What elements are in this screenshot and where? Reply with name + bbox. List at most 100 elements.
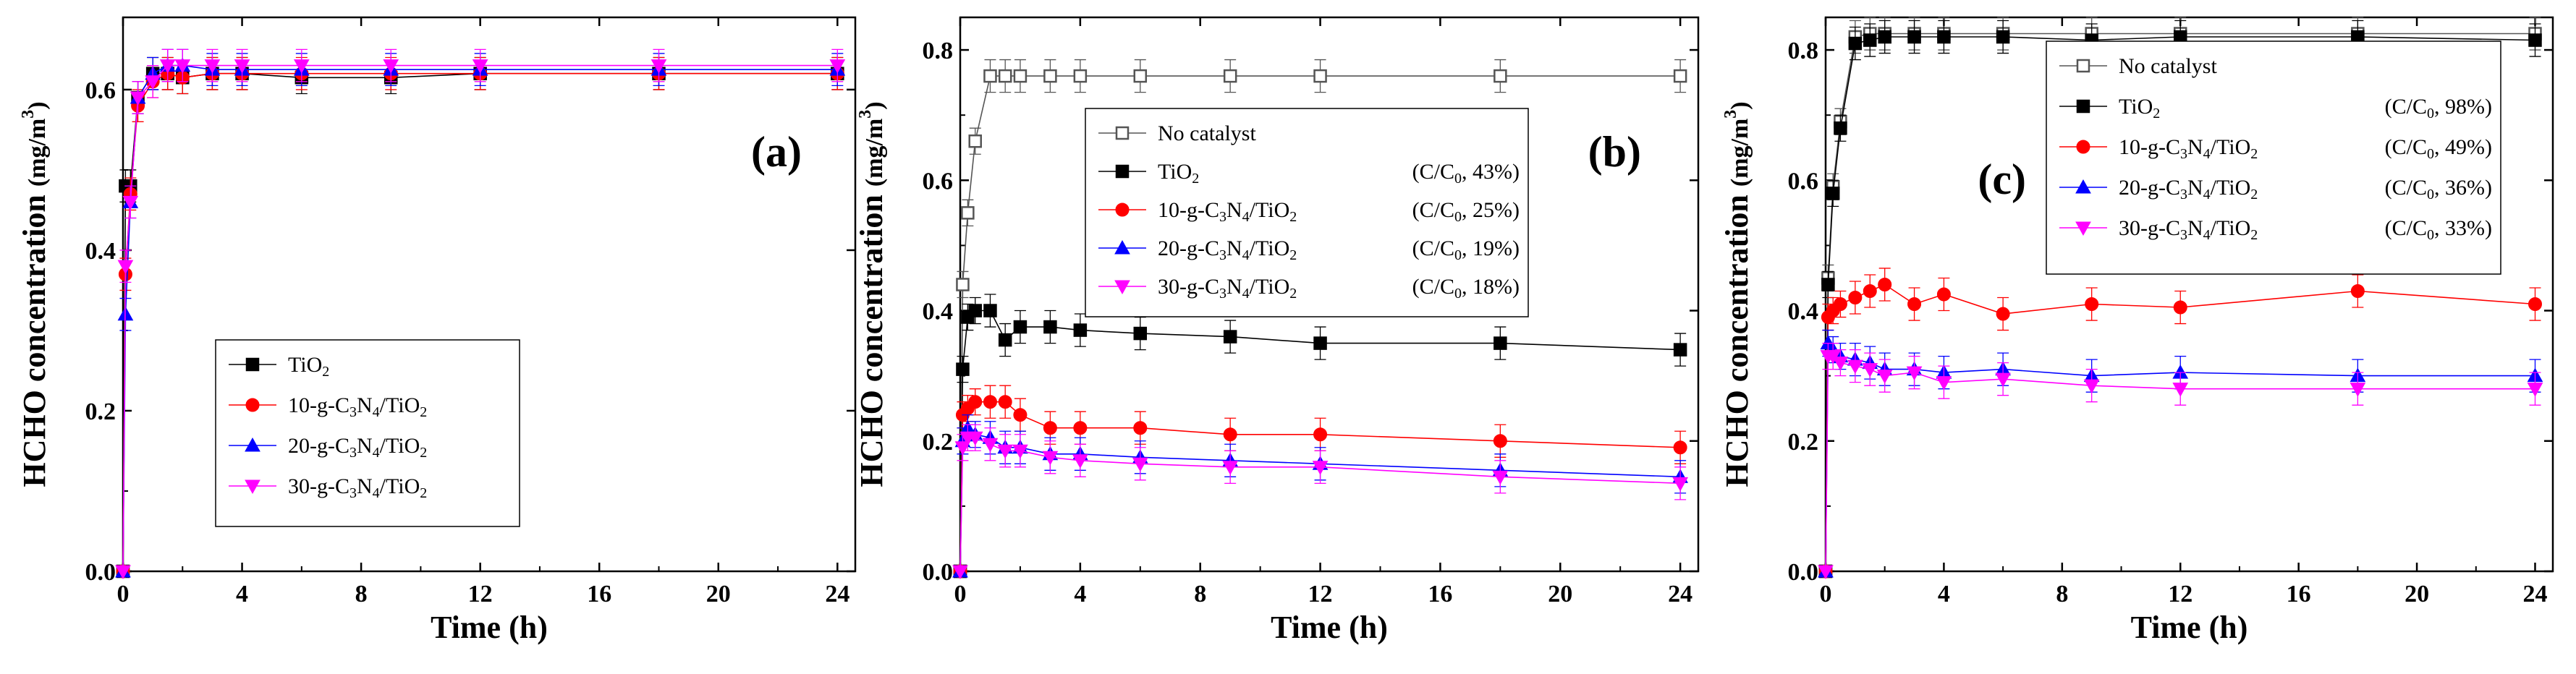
data-point	[998, 333, 1012, 347]
data-point	[1492, 470, 1509, 485]
series-line	[1825, 283, 2535, 572]
x-tick-label: 8	[1194, 581, 1206, 607]
y-tick-label: 0.8	[1788, 38, 1819, 64]
plot-frame	[1824, 16, 2554, 573]
panel-label: (c)	[1978, 155, 2026, 203]
legend-box	[2046, 40, 2501, 275]
data-point	[983, 395, 997, 409]
data-point	[1013, 320, 1028, 334]
legend-box	[215, 339, 520, 527]
y-tick-label: 0.6	[1788, 168, 1819, 195]
data-point	[145, 75, 161, 90]
legend: No catalyst TiO2 (C/C0, 98%) 10-g-C3N4/TiO2…	[2046, 40, 2501, 275]
x-tick-label: 4	[236, 581, 248, 607]
panel-c: 0 4 8 12 16 20 24 0.0 0.2 0.4 0.6 0.8 Time (h) HCHO c…	[1719, 16, 2554, 645]
y-tick-label: 0.4	[923, 299, 954, 325]
x-axis-title: Time (h)	[2131, 610, 2248, 645]
x-tick-label: 4	[1938, 581, 1950, 607]
legend-item-30-g-c3n4-tio2: 30-g-C3N4/TiO2	[229, 474, 427, 501]
data-point	[1995, 372, 2011, 388]
data-point	[1936, 376, 1952, 391]
y-axis-title: HCHO concentration (mg/m3)	[17, 101, 52, 487]
legend-label: 30-g-C3N4/TiO2	[2119, 216, 2258, 243]
data-point	[1847, 359, 1863, 375]
data-point	[651, 59, 667, 74]
data-point	[1042, 451, 1059, 466]
data-point	[204, 59, 221, 74]
legend-item-30-g-c3n4-tio2: 30-g-C3N4/TiO2 (C/C0, 33%)	[2059, 216, 2492, 243]
legend-ratio: (C/C0, 49%)	[2385, 135, 2492, 162]
legend-label: No catalyst	[1158, 121, 1256, 145]
legend-ratio: (C/C0, 43%)	[1412, 160, 1520, 187]
data-point	[956, 362, 970, 376]
data-point	[982, 438, 999, 453]
legend-marker	[245, 437, 260, 452]
data-point	[1493, 434, 1507, 448]
data-point	[2173, 300, 2187, 315]
data-point	[1132, 457, 1148, 472]
legend-item-no-catalyst: No catalyst	[2059, 54, 2217, 78]
y-tick-label: 0.4	[85, 238, 116, 265]
data-point	[1834, 121, 1847, 135]
data-point	[998, 395, 1012, 409]
legend-item-tio2: TiO2 (C/C0, 98%)	[2059, 95, 2492, 121]
data-point	[829, 59, 846, 74]
data-point	[1848, 291, 1863, 305]
data-point	[234, 59, 250, 74]
data-point	[1313, 69, 1327, 83]
legend-label: TiO2	[2119, 95, 2160, 121]
data-point	[2085, 297, 2099, 312]
data-point	[1878, 30, 1891, 44]
x-tick-label: 0	[1820, 581, 1832, 607]
panel-a: 0 4 8 12 16 20 24 0.0 0.2 0.4 0.6 Time (h) HCHO conc…	[17, 16, 857, 645]
legend-marker	[1114, 239, 1130, 255]
x-tick-label: 8	[355, 581, 368, 607]
data-point	[1826, 187, 1840, 200]
legend-ratio: (C/C0, 33%)	[2385, 216, 2492, 243]
data-point	[1876, 370, 1893, 384]
panel-label: (a)	[751, 128, 802, 176]
legend-marker	[2075, 179, 2091, 194]
legend-ratio: (C/C0, 25%)	[1412, 198, 1520, 225]
data-point	[1133, 69, 1148, 83]
data-point	[956, 278, 970, 291]
y-tick-label: 0.4	[1788, 299, 1819, 325]
data-point	[1043, 320, 1057, 334]
data-point	[1906, 366, 1923, 381]
x-tick-label: 0	[117, 581, 130, 607]
y-tick-label: 0.8	[923, 38, 954, 64]
legend-ratio: (C/C0, 98%)	[2385, 95, 2492, 121]
x-tick-label: 24	[2522, 581, 2547, 607]
data-point	[1073, 421, 1088, 435]
data-point	[1937, 30, 1951, 44]
data-point	[1878, 277, 1892, 291]
data-point	[293, 59, 310, 74]
data-point	[1818, 565, 1834, 580]
data-point	[1494, 336, 1507, 350]
data-point	[2528, 297, 2542, 312]
data-point	[1012, 444, 1028, 459]
series-line	[959, 75, 1681, 572]
legend-item-10-g-c3n4-tio2: 10-g-C3N4/TiO2	[229, 393, 427, 420]
y-tick-label: 0.2	[85, 398, 116, 425]
y-tick-label: 0.6	[923, 168, 954, 195]
data-point	[122, 195, 139, 210]
data-point	[2528, 33, 2542, 47]
series-10-g-c3n4-tio2	[953, 385, 1687, 579]
x-tick-label: 16	[2287, 581, 2311, 607]
data-point	[1073, 323, 1088, 337]
x-axis-title: Time (h)	[431, 610, 548, 645]
legend-label: 10-g-C3N4/TiO2	[1158, 198, 1297, 225]
data-point	[1907, 297, 1922, 312]
data-point	[472, 59, 488, 74]
series-line	[1825, 33, 2535, 572]
legend-marker	[245, 398, 260, 412]
y-tick-label: 0.2	[923, 429, 954, 456]
x-tick-label: 20	[2405, 581, 2429, 607]
legend-marker	[2075, 221, 2091, 236]
data-point	[1863, 283, 1877, 298]
series-30-g-c3n4-tio2	[1818, 342, 2543, 580]
plot-frame	[122, 16, 857, 573]
data-point	[983, 69, 997, 83]
data-point	[968, 134, 982, 148]
